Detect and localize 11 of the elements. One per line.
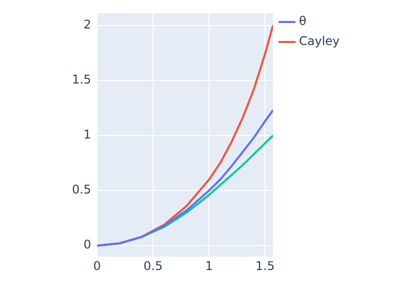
y-tick-label: 1.5 xyxy=(72,72,92,87)
legend-label: θ xyxy=(299,14,306,28)
y-tick-label: 1 xyxy=(83,128,92,142)
y-tick-label: 0.5 xyxy=(72,182,92,197)
legend-label: Cayley xyxy=(299,34,340,48)
y-tick-label: 2 xyxy=(83,17,92,32)
x-tick-label: 1 xyxy=(205,258,213,273)
y-tick-label: 0 xyxy=(83,238,92,252)
x-tick-label: 0 xyxy=(93,258,101,273)
x-tick-label: 0.5 xyxy=(144,258,163,273)
x-tick-label: 1.5 xyxy=(256,258,275,273)
